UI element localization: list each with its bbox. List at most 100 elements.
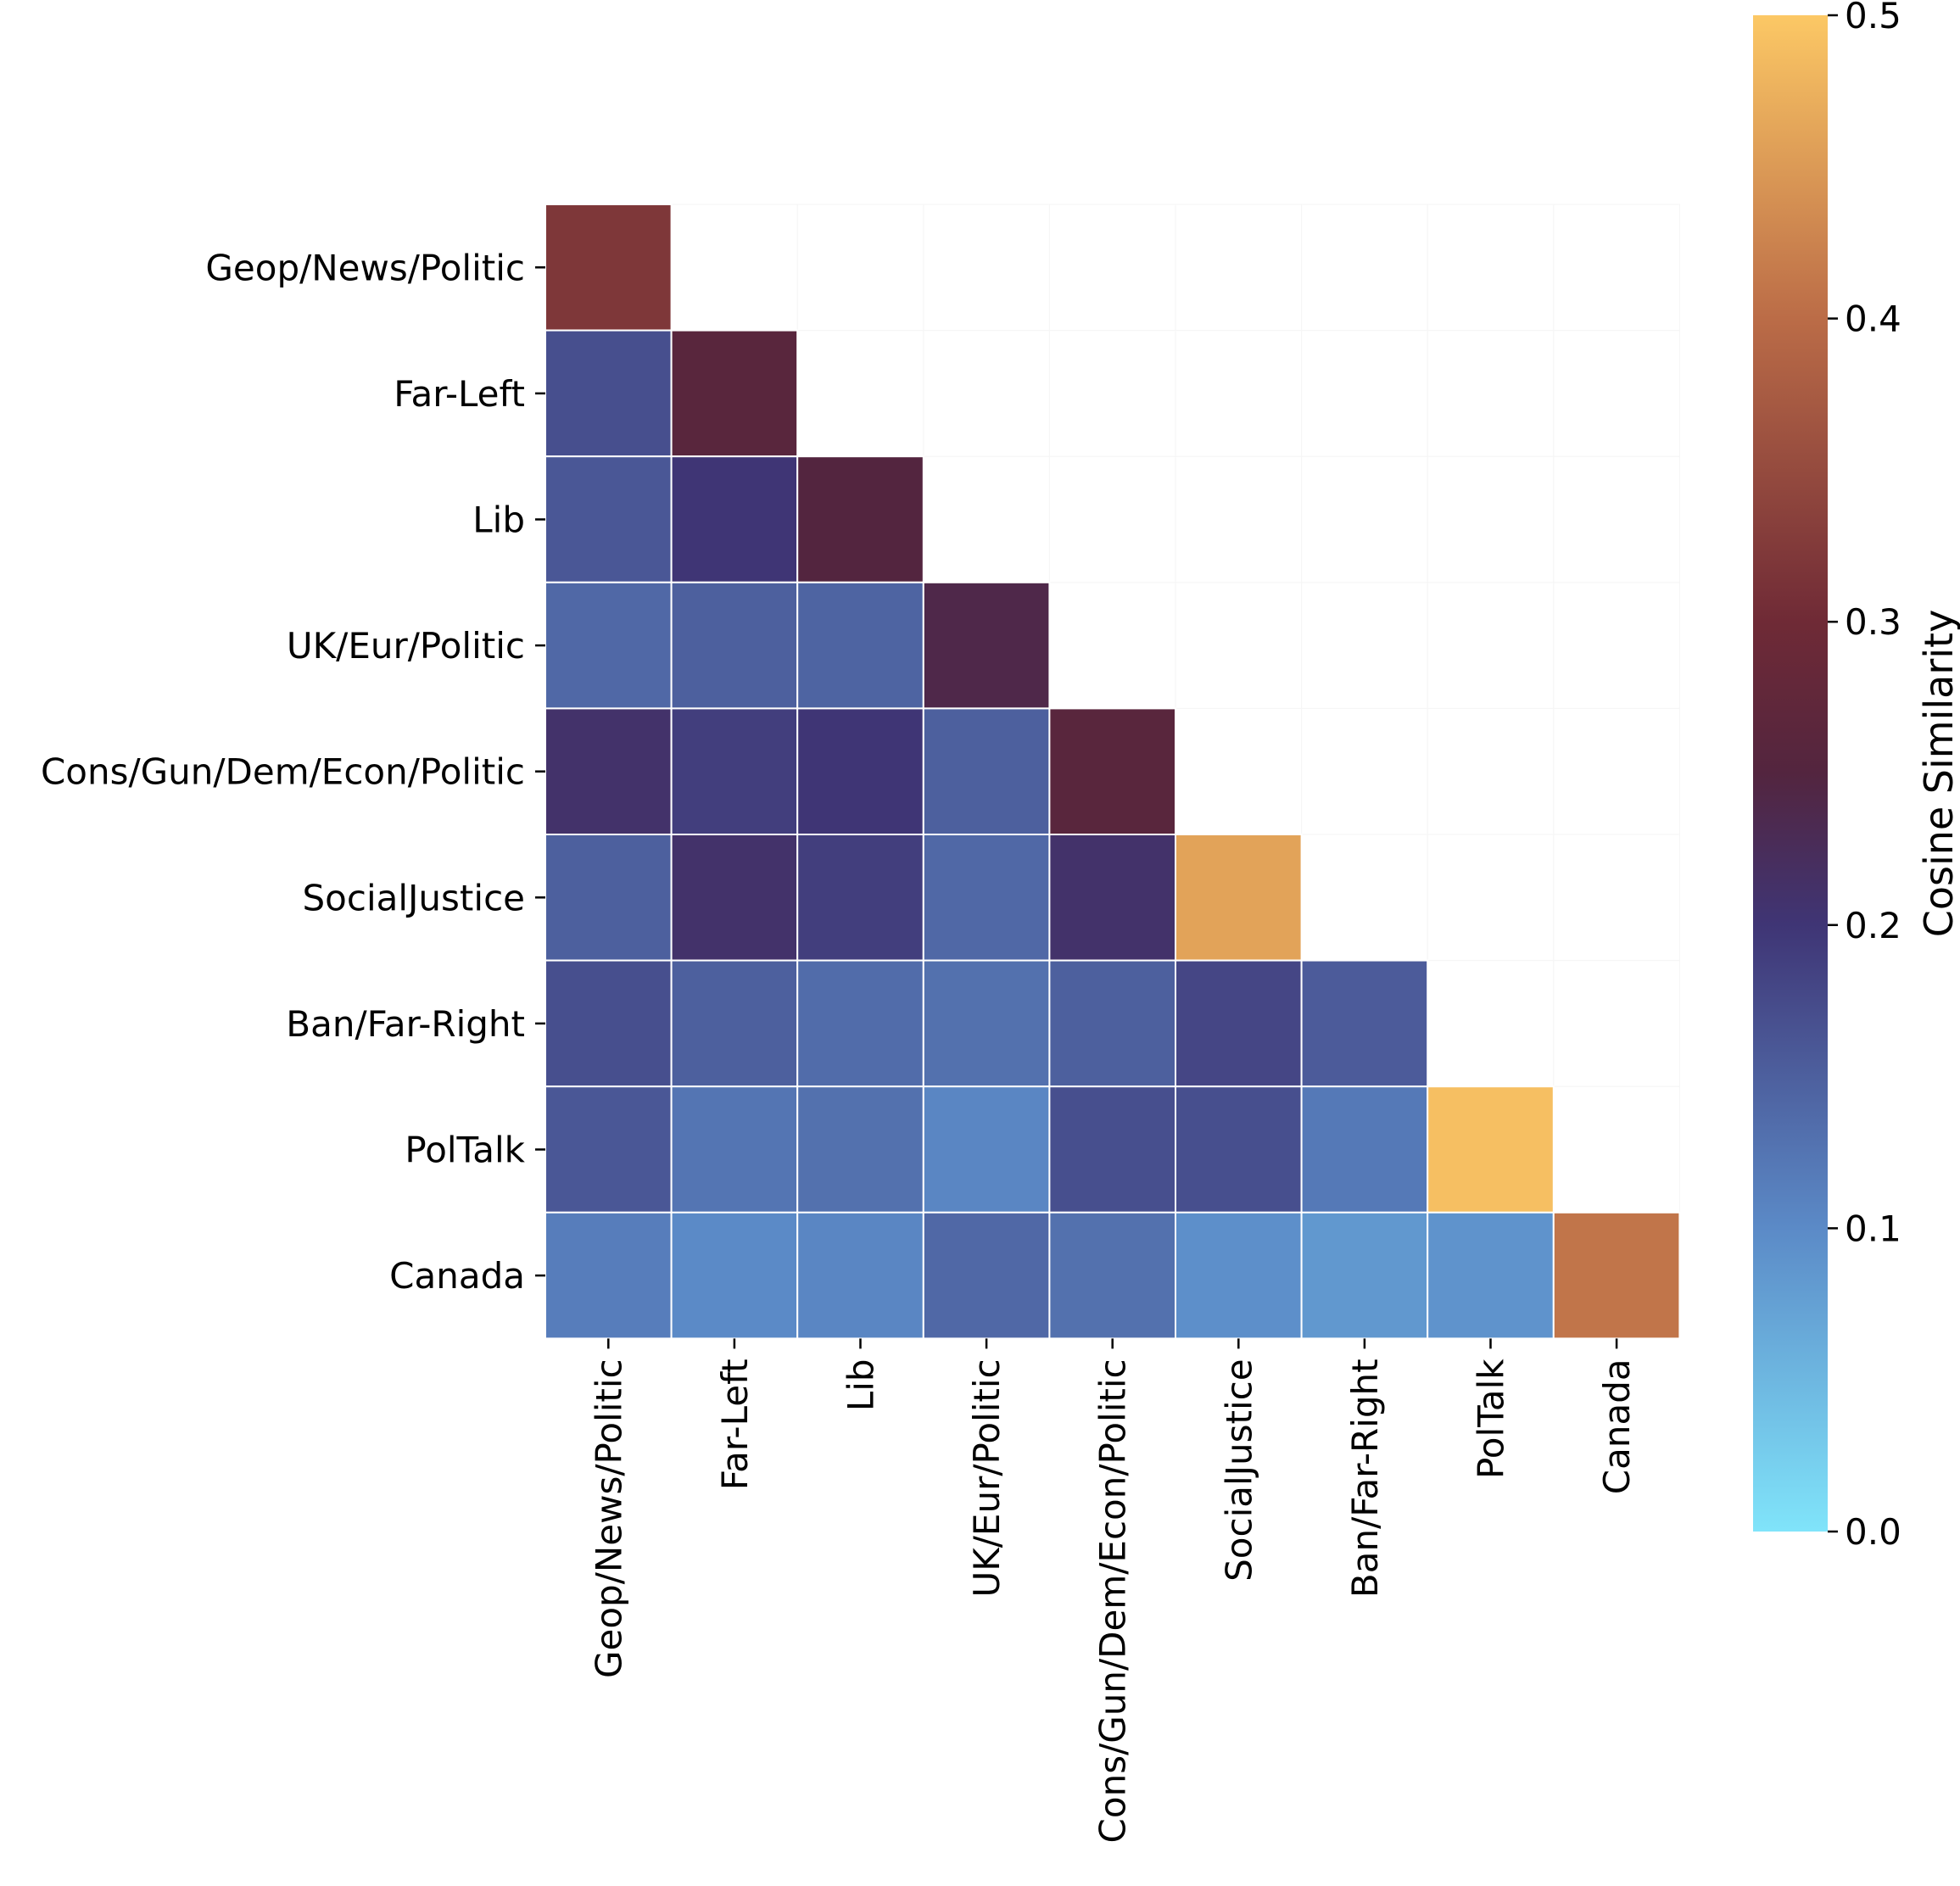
grid-cell: [923, 455, 1050, 583]
grid-cell: [1553, 1085, 1680, 1214]
heatmap-cell: [922, 834, 1051, 962]
heatmap-cell: [1048, 959, 1177, 1088]
y-tick-label: SocialJustice: [303, 877, 525, 918]
grid-cell: [1301, 204, 1428, 332]
colorbar-tick-label: 0.5: [1845, 0, 1901, 36]
heatmap-cell: [796, 455, 924, 583]
heatmap-cell: [544, 329, 673, 458]
x-tick-label: Cons/Gun/Dem/Econ/Politic: [1092, 1359, 1134, 1843]
grid-cell: [1553, 330, 1680, 457]
y-axis: Geop/News/Politic Far-Left Lib UK/Eur/Polit…: [41, 247, 545, 1297]
grid-cell: [1553, 834, 1680, 962]
heatmap-cell: [796, 834, 924, 962]
heatmap-cell: [796, 1211, 924, 1340]
heatmap-cell: [922, 707, 1051, 836]
grid-cell: [923, 330, 1050, 457]
grid-cell: [1427, 834, 1555, 962]
y-tick-label: Geop/News/Politic: [205, 247, 525, 288]
heatmap-cell: [1427, 1085, 1555, 1214]
grid-cell: [923, 204, 1050, 332]
grid-cell: [1175, 455, 1303, 583]
x-tick-label: Geop/News/Politic: [588, 1359, 629, 1678]
grid-cell: [1048, 204, 1176, 332]
y-tick-label: Canada: [389, 1255, 525, 1297]
y-tick-label: Ban/Far-Right: [286, 1003, 525, 1045]
grid-cell: [1427, 582, 1555, 709]
grid-cell: [1427, 204, 1555, 332]
grid-cell: [1553, 582, 1680, 709]
heatmap-cell: [1175, 1085, 1303, 1214]
y-tick-label: PolTalk: [405, 1130, 525, 1171]
grid-cell: [1301, 582, 1428, 709]
grid-cell: [1175, 204, 1303, 332]
heatmap-cell: [1552, 1211, 1681, 1340]
grid-cell: [1427, 330, 1555, 457]
heatmap-cell: [544, 959, 673, 1088]
heatmap-cell: [670, 834, 799, 962]
x-tick-label: Far-Left: [714, 1359, 756, 1490]
x-axis: Geop/News/Politic Far-Left Lib UK/Eur/Polit…: [588, 1338, 1638, 1843]
colorbar: 0.0 0.1 0.2 0.3 0.4 0.5 Cosine Similarity: [1753, 0, 1960, 1553]
grid-cell: [1175, 707, 1303, 835]
x-tick-label: SocialJustice: [1218, 1359, 1259, 1581]
heatmap-cell: [544, 204, 673, 332]
grid-cell: [1301, 330, 1428, 457]
heatmap-cell: [1175, 1211, 1303, 1340]
grid-cell: [1553, 960, 1680, 1087]
grid-cell: [1553, 707, 1680, 835]
x-tick-label: PolTalk: [1471, 1359, 1512, 1479]
heatmap-cell: [1048, 834, 1177, 962]
x-tick-label: UK/Eur/Politic: [966, 1359, 1008, 1597]
heatmap-cell: [922, 1211, 1051, 1340]
heatmap-cell: [544, 834, 673, 962]
heatmap-cell: [922, 581, 1051, 710]
grid-cell: [1048, 455, 1176, 583]
colorbar-tick-label: 0.4: [1845, 299, 1901, 340]
colorbar-tick-label: 0.1: [1845, 1208, 1901, 1249]
heatmap-cell: [1300, 1211, 1429, 1340]
heatmap-cell: [796, 1085, 924, 1214]
grid-cell: [1427, 455, 1555, 583]
y-tick-label: UK/Eur/Politic: [287, 625, 525, 667]
grid-cell: [1175, 330, 1303, 457]
x-tick-label: Ban/Far-Right: [1344, 1359, 1386, 1598]
heatmap-cell: [1048, 1085, 1177, 1214]
heatmap-cell: [922, 959, 1051, 1088]
grid-cell: [1301, 707, 1428, 835]
heatmap-cell: [544, 1085, 673, 1214]
heatmap-cell: [1300, 959, 1429, 1088]
colorbar-label: Cosine Similarity: [1916, 610, 1960, 938]
grid-cell: [1427, 707, 1555, 835]
grid-cell: [1301, 455, 1428, 583]
colorbar-tick-label: 0.3: [1845, 601, 1901, 643]
heatmap-cell: [670, 455, 799, 583]
grid-cell: [1427, 960, 1555, 1087]
colorbar-tick-label: 0.2: [1845, 905, 1901, 946]
heatmap-cell: [1427, 1211, 1555, 1340]
grid-cell: [1553, 204, 1680, 332]
heatmap-cell: [670, 1211, 799, 1340]
grid-cell: [1175, 582, 1303, 709]
grid-cell: [796, 330, 924, 457]
heatmap-cell: [1048, 707, 1177, 836]
grid-cell: [671, 204, 798, 332]
heatmap-cell: [670, 581, 799, 710]
heatmap-cell: [1048, 1211, 1177, 1340]
colorbar-gradient: [1753, 15, 1828, 1532]
heatmap-cell: [544, 707, 673, 836]
colorbar-tick-label: 0.0: [1845, 1511, 1901, 1553]
heatmap-cell: [544, 581, 673, 710]
heatmap-cell: [670, 707, 799, 836]
y-tick-label: Cons/Gun/Dem/Econ/Politic: [41, 751, 525, 793]
y-tick-label: Far-Left: [394, 373, 525, 415]
heatmap-cell: [670, 1085, 799, 1214]
heatmap-cell: [670, 329, 799, 458]
heatmap-cell: [1300, 1085, 1429, 1214]
heatmap-cells: [544, 204, 1681, 1340]
x-tick-label: Canada: [1596, 1359, 1638, 1494]
heatmap-cell: [670, 959, 799, 1088]
x-tick-label: Lib: [840, 1359, 882, 1411]
grid-cell: [1048, 582, 1176, 709]
heatmap-cell: [922, 1085, 1051, 1214]
heatmap-cell: [544, 1211, 673, 1340]
